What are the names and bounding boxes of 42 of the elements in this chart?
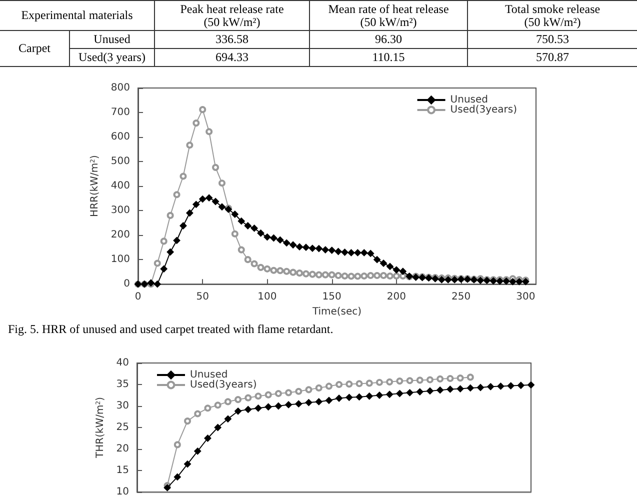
- x-tick-label: 200: [386, 292, 406, 303]
- text: Peak heat release rate (50 kW/m²): [155, 1, 310, 31]
- text: Used(3 years): [70, 49, 155, 67]
- text: 336.58: [155, 31, 310, 49]
- y-tick-label: 35: [116, 379, 129, 390]
- y-tick-label: 400: [110, 180, 130, 192]
- y-tick-label: 15: [116, 465, 129, 476]
- text: 110.15: [310, 49, 468, 67]
- text: 570.87: [468, 49, 637, 67]
- y-tick-label: 500: [110, 156, 130, 168]
- caption: Fig. 5. HRR of unused and used carpet treated with flame retardant.: [8, 322, 334, 337]
- text: Total smoke release (50 kW/m²): [468, 1, 637, 31]
- x-tick-label: 100: [258, 292, 277, 303]
- legend-label: Unused: [450, 94, 488, 106]
- y-tick-label: 700: [110, 107, 130, 118]
- y-tick-label: 800: [110, 82, 130, 94]
- text: Experimental materials: [0, 1, 155, 31]
- text: Carpet: [0, 31, 70, 67]
- y-tick-label: 40: [116, 358, 129, 368]
- text: Mean rate of heat release (50 kW/m²): [310, 1, 468, 31]
- y-tick-label: 20: [116, 444, 129, 454]
- y-tick-label: 30: [116, 400, 129, 412]
- y-tick-label: 300: [110, 205, 130, 216]
- y-tick-label: 100: [110, 254, 130, 266]
- x-axis-title: Time(sec): [311, 306, 362, 318]
- text: Unused: [70, 31, 155, 49]
- text: 96.30: [310, 31, 468, 49]
- x-tick-label: 250: [452, 292, 471, 303]
- text: 750.53: [468, 31, 637, 49]
- x-tick-label: 50: [196, 292, 209, 303]
- y-tick-label: 25: [116, 422, 129, 433]
- x-tick-label: 150: [322, 292, 342, 303]
- y-tick-label: 10: [116, 486, 129, 498]
- x-tick-label: 0: [134, 292, 142, 303]
- legend-label: Unused: [190, 370, 228, 380]
- y-tick-label: 600: [110, 132, 130, 143]
- legend-label: Used(3years): [190, 380, 257, 390]
- text: 694.33: [155, 49, 310, 67]
- y-tick-label: 0: [124, 278, 130, 290]
- x-tick-label: 300: [516, 292, 536, 303]
- y-tick-label: 200: [110, 230, 130, 241]
- legend-label: Used(3years): [450, 104, 518, 116]
